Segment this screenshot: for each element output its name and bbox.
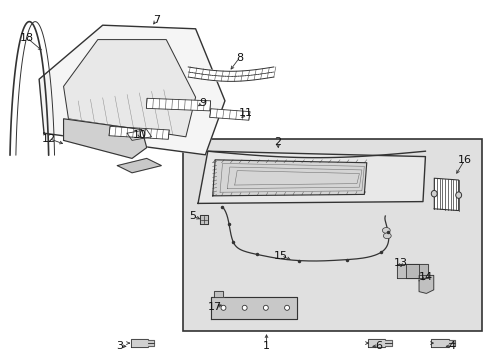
Polygon shape xyxy=(130,339,148,347)
Polygon shape xyxy=(405,264,427,278)
Text: 11: 11 xyxy=(238,108,252,118)
Text: 2: 2 xyxy=(274,137,281,147)
Polygon shape xyxy=(448,340,454,343)
Circle shape xyxy=(383,233,390,239)
Polygon shape xyxy=(448,343,454,346)
Polygon shape xyxy=(211,297,296,319)
Polygon shape xyxy=(430,339,448,347)
Text: 17: 17 xyxy=(208,302,222,312)
Polygon shape xyxy=(148,340,154,343)
Text: 13: 13 xyxy=(393,258,407,268)
Ellipse shape xyxy=(430,190,436,197)
Ellipse shape xyxy=(221,305,225,310)
Polygon shape xyxy=(385,340,391,343)
Polygon shape xyxy=(200,215,208,224)
Ellipse shape xyxy=(455,192,461,198)
Polygon shape xyxy=(148,343,154,346)
Polygon shape xyxy=(109,126,169,139)
Text: 6: 6 xyxy=(375,341,382,351)
Text: 5: 5 xyxy=(189,211,196,221)
Polygon shape xyxy=(117,158,161,173)
Text: 9: 9 xyxy=(199,98,206,108)
Text: 7: 7 xyxy=(153,15,160,25)
Text: 3: 3 xyxy=(116,341,123,351)
Text: 16: 16 xyxy=(457,155,470,165)
Polygon shape xyxy=(198,151,425,203)
Text: 15: 15 xyxy=(274,251,287,261)
Polygon shape xyxy=(188,67,273,81)
Ellipse shape xyxy=(263,305,268,310)
Text: 4: 4 xyxy=(448,341,455,351)
Polygon shape xyxy=(418,275,433,293)
Ellipse shape xyxy=(242,305,246,310)
Polygon shape xyxy=(433,178,458,211)
Text: 10: 10 xyxy=(132,130,146,140)
Polygon shape xyxy=(396,264,418,278)
Bar xyxy=(183,139,481,331)
Polygon shape xyxy=(146,98,210,111)
Text: 12: 12 xyxy=(42,134,56,144)
Polygon shape xyxy=(213,291,223,297)
Polygon shape xyxy=(209,109,249,120)
Text: 1: 1 xyxy=(263,341,269,351)
Polygon shape xyxy=(385,343,391,346)
Text: 8: 8 xyxy=(236,53,243,63)
Polygon shape xyxy=(367,339,385,347)
Polygon shape xyxy=(39,25,224,155)
Text: 18: 18 xyxy=(20,33,34,43)
Polygon shape xyxy=(63,119,146,158)
Circle shape xyxy=(382,228,389,233)
Polygon shape xyxy=(212,160,366,196)
Text: 14: 14 xyxy=(418,272,431,282)
Ellipse shape xyxy=(284,305,289,310)
Polygon shape xyxy=(63,40,195,137)
